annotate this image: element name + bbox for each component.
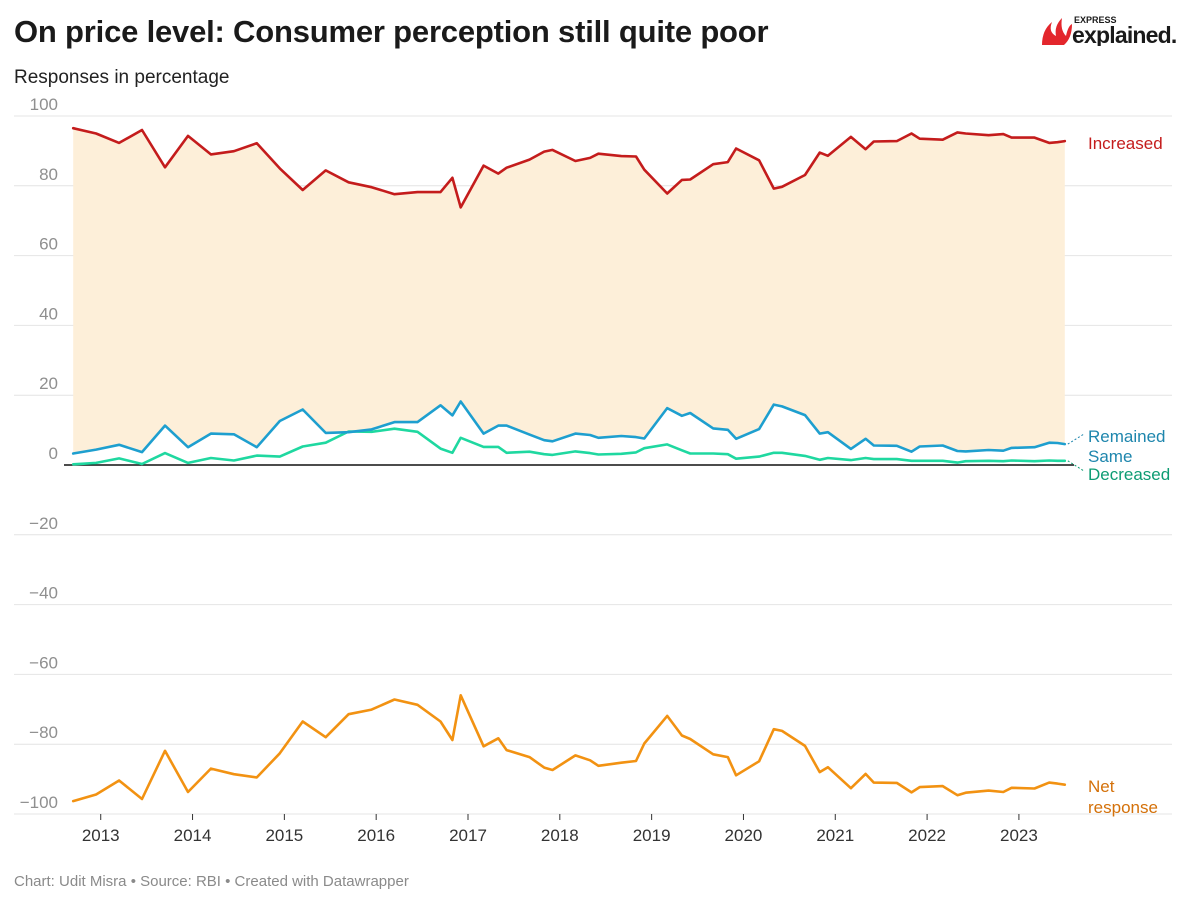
y-tick-label: 80 — [39, 165, 58, 184]
y-axis-ticks: 100 80 60 40 20 0 −20 −40 −60 −80 −100 — [20, 95, 58, 812]
y-tick-label: −40 — [29, 584, 58, 603]
logo-top-text: EXPRESS — [1074, 15, 1117, 25]
x-tick-label: 2016 — [357, 826, 395, 845]
series-label: Remained — [1088, 427, 1166, 446]
shaded-area — [73, 128, 1065, 454]
logo-main-text: explained. — [1072, 22, 1177, 46]
y-tick-label: −20 — [29, 514, 58, 533]
series-label: Same — [1088, 447, 1132, 466]
y-tick-label: 20 — [39, 374, 58, 393]
y-tick-label: −80 — [29, 723, 58, 742]
x-tick-label: 2022 — [908, 826, 946, 845]
y-tick-label: −60 — [29, 653, 58, 672]
y-tick-label: 40 — [39, 304, 58, 323]
logo-flame-icon — [1042, 18, 1072, 45]
fill-area — [73, 128, 1065, 454]
series-lines — [71, 126, 1067, 803]
series-label: Decreased — [1088, 465, 1170, 484]
x-tick-label: 2015 — [265, 826, 303, 845]
x-tick-label: 2018 — [541, 826, 579, 845]
y-tick-label: 60 — [39, 235, 58, 254]
x-tick-label: 2020 — [725, 826, 763, 845]
label-connector — [1067, 433, 1085, 445]
x-tick-label: 2021 — [816, 826, 854, 845]
x-tick-label: 2017 — [449, 826, 487, 845]
express-explained-logo: EXPRESS explained. — [1042, 15, 1177, 46]
series-line-net-response — [71, 693, 1067, 803]
chart-subtitle: Responses in percentage — [14, 67, 230, 88]
chart-credit: Chart: Udit Misra • Source: RBI • Create… — [14, 873, 409, 890]
x-axis-ticks: 2013 2014 2015 2016 2017 2018 2019 2020 2021 2022… — [82, 814, 1038, 845]
y-tick-label: 0 — [49, 444, 58, 463]
x-tick-label: 2023 — [1000, 826, 1038, 845]
series-line-remained-same — [71, 400, 1067, 455]
y-tick-label: −100 — [20, 793, 58, 812]
x-tick-label: 2019 — [633, 826, 671, 845]
y-tick-label: 100 — [30, 95, 58, 114]
x-tick-label: 2013 — [82, 826, 120, 845]
label-connector — [1067, 460, 1085, 472]
series-line-increased — [71, 126, 1067, 209]
x-tick-label: 2014 — [174, 826, 212, 845]
series-label: Net — [1088, 777, 1115, 796]
series-label: response — [1088, 798, 1158, 817]
series-line-decreased — [71, 427, 1067, 466]
series-label: Increased — [1088, 134, 1163, 153]
page-title: On price level: Consumer perception stil… — [14, 14, 769, 49]
